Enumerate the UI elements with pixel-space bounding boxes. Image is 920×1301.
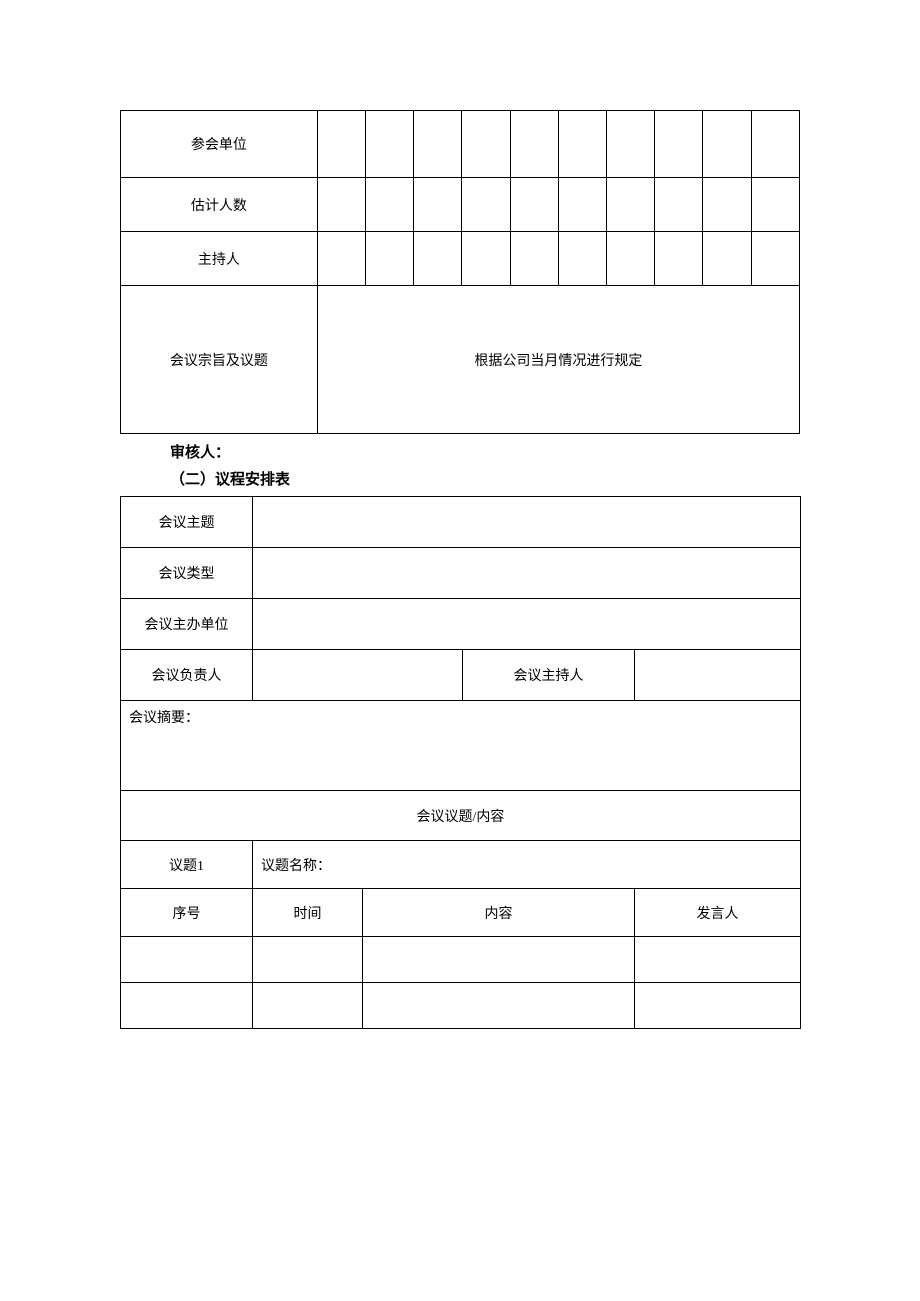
table-row: [121, 937, 801, 983]
value-meeting-theme: [253, 497, 801, 548]
label-meeting-host: 会议主持人: [463, 650, 635, 701]
cell: [462, 178, 510, 232]
cell: [655, 232, 703, 286]
cell: [414, 232, 462, 286]
mid-text-block: 审核人： （二）议程安排表: [120, 440, 800, 494]
cell: [655, 178, 703, 232]
value-meeting-type: [253, 548, 801, 599]
cell-seq: [121, 937, 253, 983]
cell: [510, 111, 558, 178]
cell-content: [363, 937, 635, 983]
col-time: 时间: [253, 889, 363, 937]
cell: [414, 111, 462, 178]
row-topics-header: 会议议题/内容: [121, 791, 801, 841]
cell: [655, 111, 703, 178]
topic1-title-label: 议题名称：: [261, 859, 331, 874]
cell: [607, 178, 655, 232]
label-responsible: 会议负责人: [121, 650, 253, 701]
row-meeting-type: 会议类型: [121, 548, 801, 599]
value-responsible: [253, 650, 463, 701]
cell: [510, 232, 558, 286]
cell-speaker: [635, 983, 801, 1029]
col-seq: 序号: [121, 889, 253, 937]
label-participating-units: 参会单位: [121, 111, 318, 178]
row-meeting-theme: 会议主题: [121, 497, 801, 548]
cell-seq: [121, 983, 253, 1029]
cell: [703, 111, 751, 178]
cell: [751, 178, 799, 232]
cell: [607, 232, 655, 286]
cell: [317, 178, 365, 232]
col-speaker: 发言人: [635, 889, 801, 937]
cell: [366, 178, 414, 232]
cell: [558, 232, 606, 286]
label-purpose: 会议宗旨及议题: [121, 286, 318, 434]
abstract-cell: 会议摘要：: [121, 701, 801, 791]
label-abstract: 会议摘要：: [129, 711, 199, 726]
topics-header: 会议议题/内容: [121, 791, 801, 841]
row-participating-units: 参会单位: [121, 111, 800, 178]
cell: [558, 111, 606, 178]
cell: [414, 178, 462, 232]
cell-content: [363, 983, 635, 1029]
cell: [317, 232, 365, 286]
value-purpose: 根据公司当月情况进行规定: [317, 286, 799, 434]
row-responsible-host: 会议负责人 会议主持人: [121, 650, 801, 701]
cell: [558, 178, 606, 232]
cell: [751, 232, 799, 286]
cell: [703, 178, 751, 232]
row-organizer: 会议主办单位: [121, 599, 801, 650]
cell: [510, 178, 558, 232]
cell: [751, 111, 799, 178]
cell-time: [253, 937, 363, 983]
cell: [462, 111, 510, 178]
cell: [703, 232, 751, 286]
row-abstract: 会议摘要：: [121, 701, 801, 791]
cell: [366, 111, 414, 178]
cell: [366, 232, 414, 286]
reviewer-label: 审核人：: [170, 440, 800, 467]
value-organizer: [253, 599, 801, 650]
value-meeting-host: [635, 650, 801, 701]
row-purpose: 会议宗旨及议题 根据公司当月情况进行规定: [121, 286, 800, 434]
label-estimated-count: 估计人数: [121, 178, 318, 232]
label-host: 主持人: [121, 232, 318, 286]
label-meeting-type: 会议类型: [121, 548, 253, 599]
row-estimated-count: 估计人数: [121, 178, 800, 232]
cell: [317, 111, 365, 178]
row-topic1: 议题1 议题名称：: [121, 841, 801, 889]
cell-time: [253, 983, 363, 1029]
row-columns-header: 序号 时间 内容 发言人: [121, 889, 801, 937]
cell: [462, 232, 510, 286]
meeting-info-table: 参会单位 估计人数 主持人 会议宗旨及议: [120, 110, 800, 434]
cell-speaker: [635, 937, 801, 983]
topic1-title-cell: 议题名称：: [253, 841, 801, 889]
label-topic1: 议题1: [121, 841, 253, 889]
row-host: 主持人: [121, 232, 800, 286]
label-organizer: 会议主办单位: [121, 599, 253, 650]
agenda-table: 会议主题 会议类型 会议主办单位 会议负责人 会议主持人 会议摘要： 会议议题/…: [120, 496, 801, 1029]
col-content: 内容: [363, 889, 635, 937]
table-row: [121, 983, 801, 1029]
cell: [607, 111, 655, 178]
label-meeting-theme: 会议主题: [121, 497, 253, 548]
section-title: （二）议程安排表: [170, 467, 800, 494]
